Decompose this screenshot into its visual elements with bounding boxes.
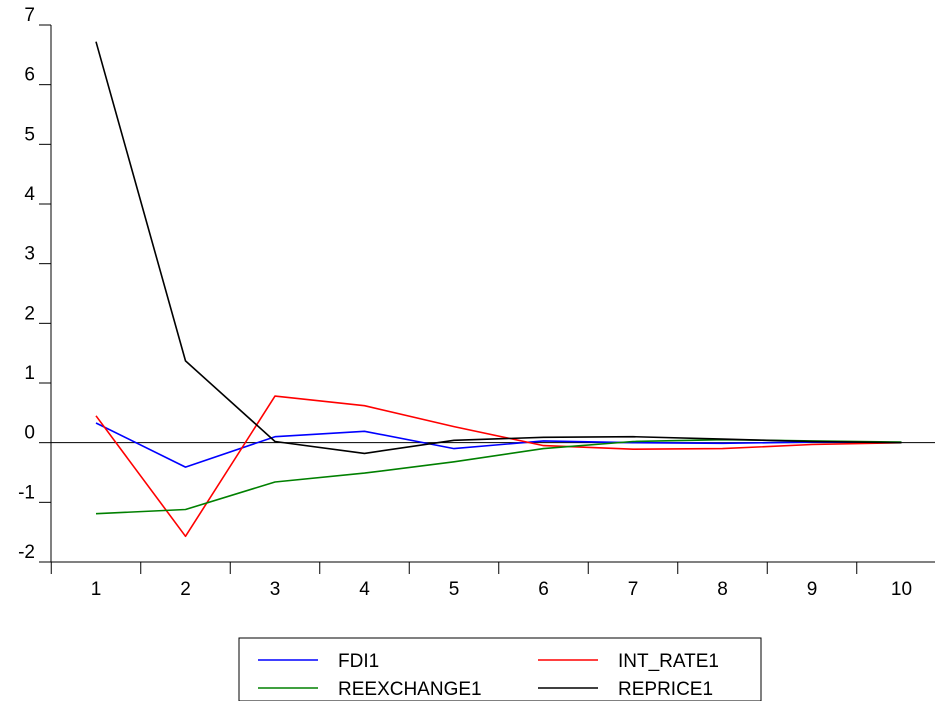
x-tick-label: 6: [538, 579, 549, 600]
legend-label-reexchange1: REEXCHANGE1: [338, 679, 482, 700]
x-tick-label: 10: [891, 579, 912, 600]
legend-label-int-rate1: INT_RATE1: [618, 651, 719, 672]
series-lines: [95, 41, 902, 538]
x-tick-label: 9: [807, 579, 818, 600]
x-tick-label: 7: [628, 579, 639, 600]
y-tick-label: 2: [24, 303, 35, 324]
y-tick-label: 1: [24, 363, 35, 384]
legend-label-fdi1: FDI1: [338, 651, 379, 672]
series-line-int-rate1: [95, 395, 902, 538]
x-tick-label: 1: [91, 579, 102, 600]
y-tick-label: -2: [18, 542, 35, 563]
y-tick-label: 7: [24, 5, 35, 26]
x-tick-label: 3: [270, 579, 281, 600]
x-tick-label: 2: [180, 579, 191, 600]
x-tick-label: 8: [717, 579, 728, 600]
y-tick-label: -1: [18, 482, 35, 503]
series-line-reexchange1: [95, 438, 902, 515]
series-line-fdi1: [95, 422, 902, 468]
series-line-reprice1: [95, 41, 902, 455]
y-tick-label: 6: [24, 65, 35, 86]
legend: FDI1 INT_RATE1 REEXCHANGE1 REPRICE1: [238, 637, 762, 701]
legend-box: [238, 637, 762, 701]
y-tick-label: 4: [24, 184, 35, 205]
x-tick-label: 5: [449, 579, 460, 600]
y-tick-label: 0: [24, 423, 35, 444]
x-tick-label: 4: [359, 579, 370, 600]
y-tick-label: 3: [24, 244, 35, 265]
legend-label-reprice1: REPRICE1: [618, 679, 713, 700]
y-tick-label: 5: [24, 124, 35, 145]
